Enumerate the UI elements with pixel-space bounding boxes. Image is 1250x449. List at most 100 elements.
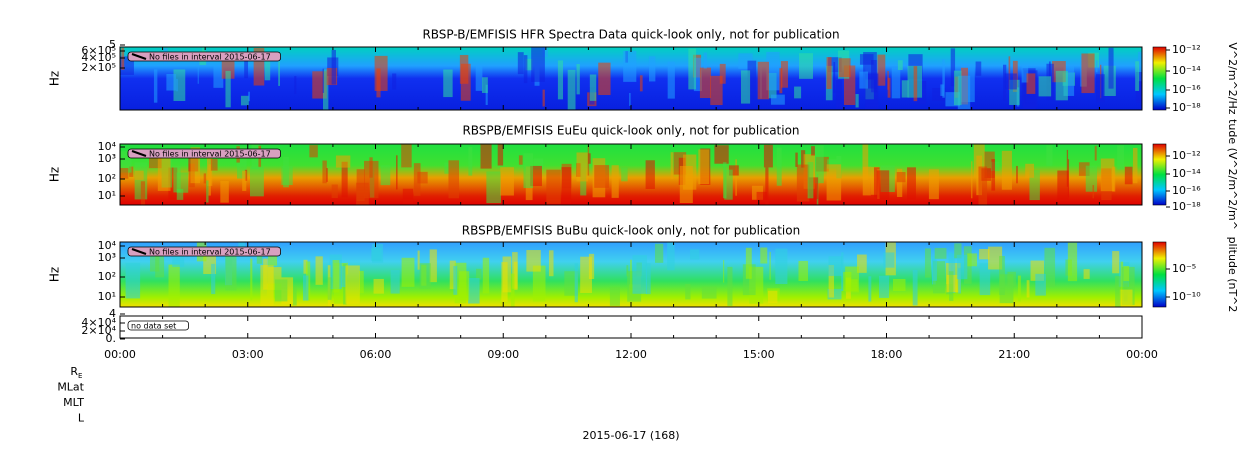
spectrogram-texture (168, 167, 178, 201)
spectrogram-texture (799, 53, 813, 79)
spectrogram-texture (250, 258, 253, 301)
spectrogram-texture (567, 69, 576, 110)
colorbar-tick-label: 10⁻¹⁰ (1172, 290, 1201, 303)
spectrogram-texture (374, 55, 388, 91)
spectrogram-texture (796, 164, 810, 202)
note-icon (131, 53, 147, 60)
spectrogram-texture (843, 65, 856, 106)
spectrogram-texture (775, 248, 788, 284)
ephemeris-label: MLat (57, 381, 84, 394)
spectrogram-texture (648, 56, 656, 82)
spectrogram-texture (588, 153, 591, 164)
spectrogram-texture (942, 59, 945, 98)
spectrogram-texture (1115, 276, 1121, 307)
spectrogram-texture (1095, 60, 1098, 73)
y-tick-label: 0. (106, 332, 117, 345)
spectrogram-texture (949, 271, 954, 301)
spectrogram-texture (1096, 74, 1105, 103)
spectrogram-texture (1132, 147, 1138, 184)
spectrogram-texture (322, 68, 325, 93)
spectrogram-texture (1016, 165, 1018, 184)
spectrogram-texture (542, 89, 545, 107)
spectrogram-texture (482, 77, 488, 93)
spectrogram-texture (714, 145, 729, 164)
y-tick-label: 4 (109, 307, 116, 320)
spectrogram-texture (988, 246, 1003, 270)
note-box (127, 320, 189, 331)
spectrogram-texture (907, 167, 916, 202)
spectrogram-texture (197, 54, 199, 84)
spectrogram-texture (546, 169, 561, 204)
y-tick-label: 10³ (98, 152, 116, 165)
spectrogram-texture (390, 270, 400, 294)
spectrogram-texture (396, 155, 398, 190)
spectrogram-texture (971, 161, 973, 199)
spectrogram-texture (369, 157, 373, 178)
spectrogram-texture (978, 166, 988, 205)
spectrogram-texture (335, 155, 351, 168)
spectrogram-texture (999, 255, 1005, 295)
y-axis-label: Hz (48, 167, 62, 182)
spectrogram-texture (1081, 53, 1095, 94)
colorbar-tick-label: 10⁻¹⁶ (1172, 83, 1201, 96)
spectrogram-texture (517, 52, 524, 75)
spectrogram-texture (1063, 66, 1075, 96)
spectrogram-texture (564, 271, 579, 296)
spectrogram-texture (417, 171, 428, 184)
spectrogram-texture (611, 165, 619, 198)
spectrogram-texture (512, 252, 518, 289)
spectrogram-texture (727, 266, 733, 306)
spectrogram-texture (892, 278, 906, 291)
ephemeris-label: R (70, 365, 78, 378)
spectrogram-texture (934, 247, 947, 259)
x-tick-label: 15:00 (743, 348, 775, 361)
spectrogram-texture (896, 172, 906, 183)
spectrogram-texture (826, 164, 842, 201)
spectrogram-texture (510, 273, 515, 307)
spectrogram-texture (542, 47, 548, 57)
spectrogram-texture (779, 68, 783, 94)
spectrogram-texture (225, 254, 237, 291)
spectrogram-texture (326, 168, 328, 182)
spectrogram-texture (723, 260, 725, 283)
spectrogram-texture (322, 160, 327, 184)
colorbar-label: tude (V^2/m^2/m^ (1226, 119, 1239, 230)
spectrogram-texture (250, 166, 264, 197)
spectrogram-texture (953, 70, 962, 106)
spectrogram-texture (125, 262, 141, 299)
spectrogram-texture (701, 286, 717, 299)
spectrogram-texture (166, 74, 176, 91)
spectrogram-texture (835, 80, 843, 109)
spectrogram-texture (356, 169, 365, 202)
x-tick-label: 06:00 (360, 348, 392, 361)
spectrogram-texture (121, 47, 125, 70)
spectrogram-texture (176, 172, 189, 193)
spectrogram-texture (801, 150, 806, 168)
spectrogram-texture (928, 169, 939, 200)
spectrogram-texture (991, 159, 996, 191)
spectrogram-texture (150, 254, 160, 272)
spectrogram-texture (341, 161, 348, 198)
spectrogram-texture (629, 93, 631, 106)
spectrogram-texture (1026, 73, 1036, 94)
panel-title: RBSPB/EMFISIS EuEu quick-look only, not … (462, 124, 799, 138)
spectrogram-texture (331, 184, 338, 198)
spectrogram-texture (444, 162, 450, 174)
spectrogram-texture (827, 288, 842, 300)
y-tick-label: 10¹ (98, 189, 116, 202)
spectrogram-texture (841, 252, 844, 292)
spectrogram-texture (924, 248, 931, 278)
spectrogram-texture (263, 258, 268, 290)
spectrogram-texture (838, 58, 851, 78)
spectrogram-texture (401, 144, 412, 168)
x-tick-label: 12:00 (615, 348, 647, 361)
spectrogram-texture (460, 63, 471, 101)
spectrogram-texture (984, 151, 995, 178)
spectrogram-texture (220, 181, 229, 203)
spectrogram-texture (745, 247, 752, 279)
spectrogram-texture (253, 47, 265, 86)
spectrogram-texture (281, 166, 293, 186)
spectrogram-texture (1119, 289, 1133, 306)
spectrogram-texture (979, 263, 991, 296)
spectrogram-texture (485, 84, 488, 105)
